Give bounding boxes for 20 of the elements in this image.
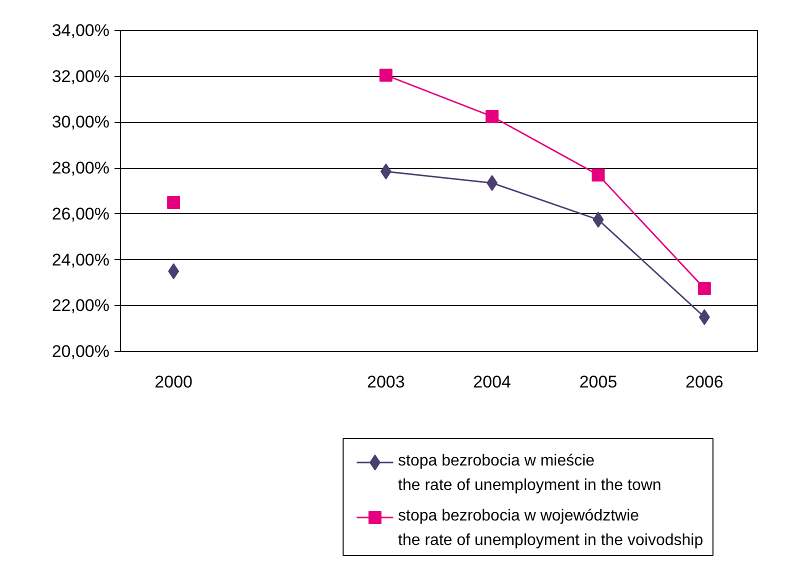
point	[698, 282, 711, 295]
point	[592, 168, 605, 182]
legend-label: stopa bezrobocia w mieście the rate of unemployment in the town	[398, 452, 662, 494]
x-tick-label: 2006	[686, 372, 724, 392]
y-tick-label: 30,00%	[52, 112, 110, 132]
point	[379, 68, 392, 82]
y-tick-label: 20,00%	[52, 342, 110, 361]
y-tick-label: 24,00%	[52, 250, 110, 270]
x-tick-label: 2004	[473, 372, 511, 392]
x-tick-label: 2005	[579, 372, 618, 392]
y-tick-label: 32,00%	[52, 66, 110, 86]
point	[486, 110, 499, 123]
y-tick-label: 22,00%	[52, 296, 110, 316]
y-tick-label: 34,00%	[52, 21, 110, 40]
y-tick-label: 28,00%	[52, 158, 110, 178]
x-tick-label: 2003	[367, 372, 405, 392]
y-tick-label: 26,00%	[52, 204, 110, 224]
x-tick-label: 2000	[154, 372, 192, 392]
point	[167, 196, 180, 209]
legend-label: stopa bezrobocia w województwie the rate of unemployment in the voivodship	[398, 508, 704, 549]
